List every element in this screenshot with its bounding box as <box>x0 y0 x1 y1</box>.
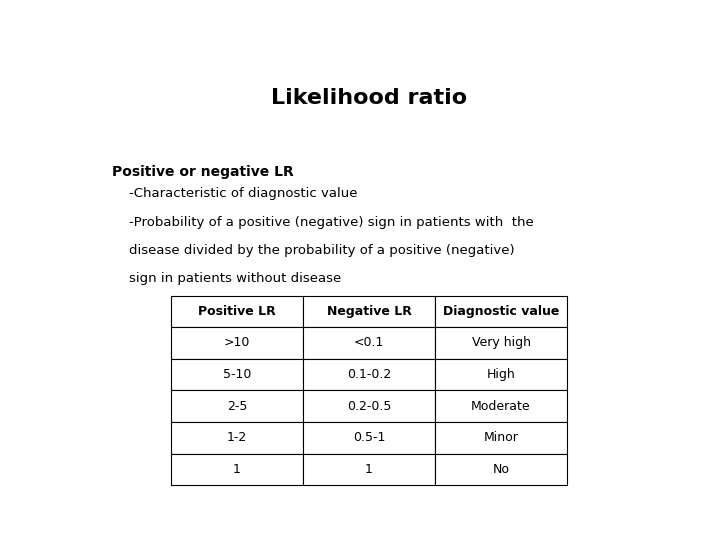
Bar <box>303 422 435 454</box>
Bar <box>171 390 303 422</box>
Bar <box>303 359 435 390</box>
Bar <box>435 327 567 359</box>
Text: Very high: Very high <box>472 336 531 349</box>
Text: No: No <box>492 463 510 476</box>
Bar <box>303 390 435 422</box>
Text: sign in patients without disease: sign in patients without disease <box>112 272 341 285</box>
Text: -Probability of a positive (negative) sign in patients with  the: -Probability of a positive (negative) si… <box>112 216 534 229</box>
Bar <box>171 359 303 390</box>
Text: Positive or negative LR: Positive or negative LR <box>112 165 294 179</box>
Text: High: High <box>487 368 516 381</box>
Text: 0.1-0.2: 0.1-0.2 <box>347 368 391 381</box>
Text: >10: >10 <box>224 336 250 349</box>
Text: <0.1: <0.1 <box>354 336 384 349</box>
Text: 5-10: 5-10 <box>222 368 251 381</box>
Bar <box>303 454 435 485</box>
Text: 2-5: 2-5 <box>227 400 247 413</box>
Text: 1-2: 1-2 <box>227 431 247 444</box>
Bar <box>171 454 303 485</box>
Text: Minor: Minor <box>484 431 518 444</box>
Bar <box>435 422 567 454</box>
Text: Diagnostic value: Diagnostic value <box>443 305 559 318</box>
Text: 1: 1 <box>365 463 373 476</box>
Text: 0.5-1: 0.5-1 <box>353 431 385 444</box>
Bar <box>171 327 303 359</box>
Text: Positive LR: Positive LR <box>198 305 276 318</box>
Bar <box>435 295 567 327</box>
Text: Moderate: Moderate <box>472 400 531 413</box>
Bar <box>171 295 303 327</box>
Bar <box>303 327 435 359</box>
Text: Likelihood ratio: Likelihood ratio <box>271 87 467 107</box>
Text: 1: 1 <box>233 463 241 476</box>
Text: 0.2-0.5: 0.2-0.5 <box>347 400 391 413</box>
Bar <box>435 390 567 422</box>
Text: Negative LR: Negative LR <box>327 305 411 318</box>
Bar <box>435 454 567 485</box>
Text: disease divided by the probability of a positive (negative): disease divided by the probability of a … <box>112 244 515 257</box>
Bar <box>303 295 435 327</box>
Bar <box>171 422 303 454</box>
Text: -Characteristic of diagnostic value: -Characteristic of diagnostic value <box>112 187 358 200</box>
Bar <box>435 359 567 390</box>
